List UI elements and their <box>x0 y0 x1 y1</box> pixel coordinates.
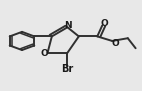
Text: O: O <box>111 39 119 48</box>
Text: O: O <box>40 49 48 58</box>
Text: N: N <box>64 21 72 29</box>
Text: O: O <box>101 19 108 28</box>
Text: Br: Br <box>61 64 74 74</box>
